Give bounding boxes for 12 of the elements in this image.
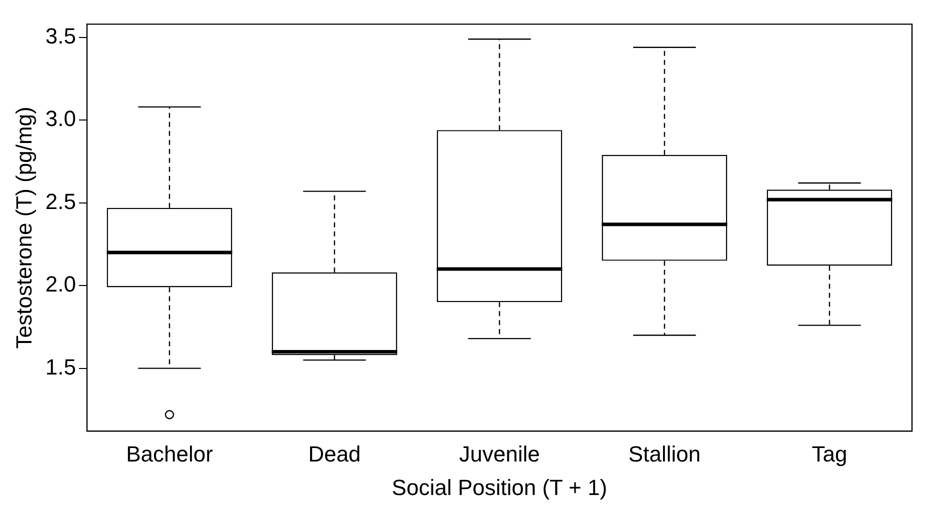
y-tick-label: 2.5 [45, 188, 76, 214]
x-tick-label: Bachelor [126, 441, 213, 466]
x-axis-title: Social Position (T + 1) [392, 474, 608, 500]
y-tick-label: 3.0 [45, 106, 76, 132]
y-tick-label: 3.5 [45, 24, 76, 48]
y-tick-label: 1.5 [45, 354, 76, 380]
x-tick-label: Tag [812, 441, 848, 466]
x-tick-label: Dead [308, 441, 361, 466]
x-tick-label: Juvenile [459, 441, 540, 466]
y-axis-title: Testosterone (T) (pg/mg) [11, 106, 36, 349]
x-tick-label: Stallion [628, 441, 701, 466]
y-tick-label: 2.0 [45, 272, 76, 297]
